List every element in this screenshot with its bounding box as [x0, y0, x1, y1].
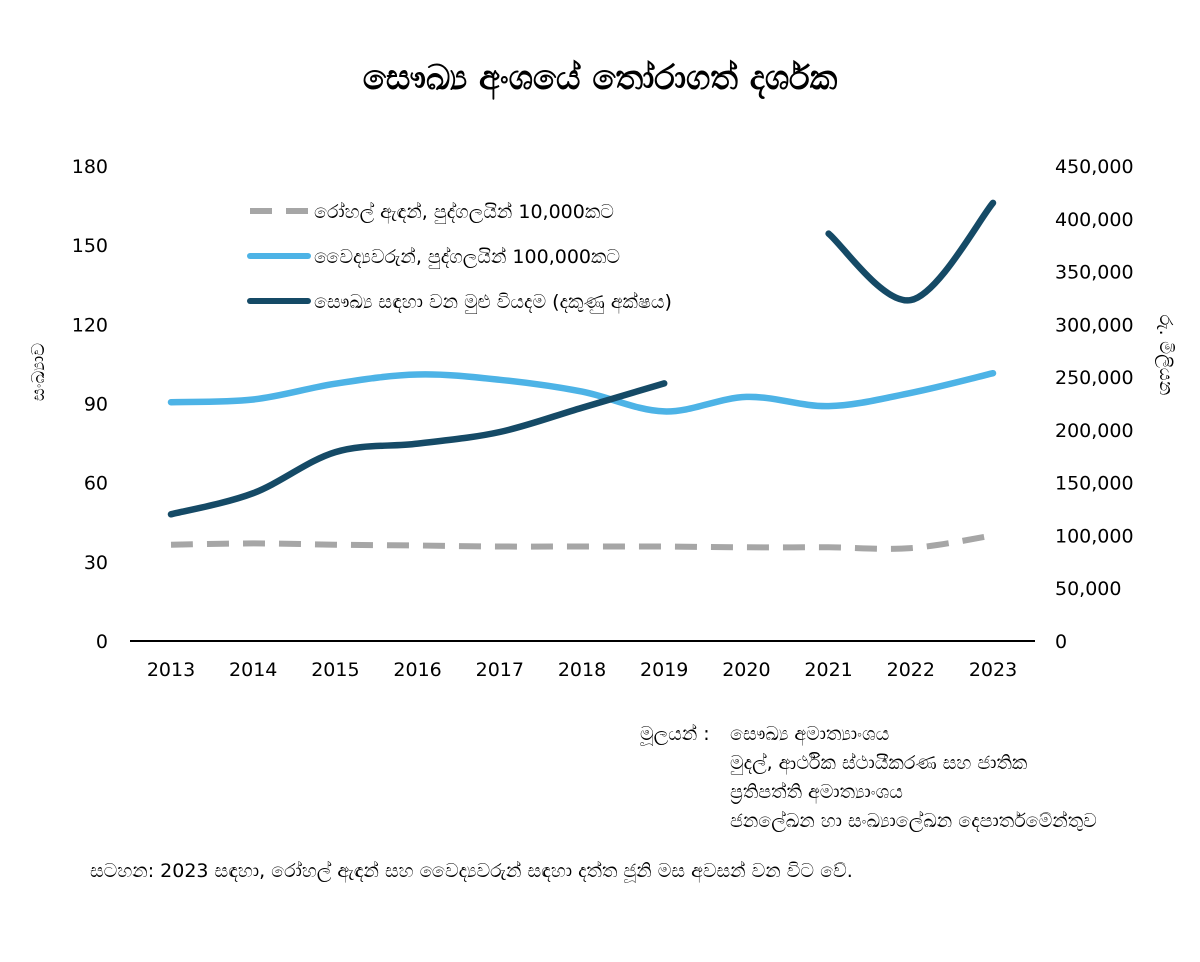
- x-tick-label: 2015: [311, 659, 359, 681]
- doctors-line: [167, 369, 997, 415]
- right-axis-ticks: 0 50,000 100,000 150,000 200,000 250,000 300,0…: [1055, 156, 1134, 653]
- left-tick-label: 120: [72, 314, 108, 336]
- x-tick-label: 2014: [229, 659, 277, 681]
- left-tick-label: 0: [96, 631, 108, 653]
- left-tick-label: 60: [84, 473, 108, 495]
- x-tick-label: 2013: [147, 659, 195, 681]
- left-tick-label: 150: [72, 235, 108, 257]
- left-tick-label: 30: [84, 552, 108, 574]
- x-tick-label: 2021: [804, 659, 852, 681]
- x-tick-label: 2023: [969, 659, 1017, 681]
- x-tick-label: 2019: [640, 659, 688, 681]
- health-expenditure-line: [167, 380, 668, 518]
- legend-item-expenditure: සෞඛ්‍ය සඳහා වන මුළු වියදම (දකුණු අක්ෂය): [247, 291, 672, 315]
- right-tick-label: 50,000: [1055, 578, 1121, 600]
- series-lines: [167, 199, 997, 552]
- footnote: සටහන: 2023 සඳහා, රෝහල් ඇඳන් සහ වෛද්‍යවරු…: [90, 860, 853, 882]
- right-tick-label: 350,000: [1055, 262, 1134, 284]
- source-line: සෞඛ්‍ය අමාත්‍යාංශය: [730, 723, 890, 745]
- legend-label: වෛද්‍යවරුන්, පුද්ගලයින් 100,000කට: [314, 246, 620, 270]
- source-line: ප්‍රතිපත්ති අමාත්‍යාංශය: [730, 781, 903, 803]
- legend-item-hospital-beds: රෝහල් ඇඳන්, පුද්ගලයින් 10,000කට: [250, 201, 614, 225]
- right-tick-label: 450,000: [1055, 156, 1134, 178]
- right-tick-label: 250,000: [1055, 367, 1134, 389]
- x-axis-ticks: 2013 2014 2015 2016 2017 2018 2019 2020 2021 2022…: [147, 659, 1017, 681]
- right-tick-label: 400,000: [1055, 209, 1134, 231]
- source-line: මුදල්, ආර්ථික ස්ථායීකරණ සහ ජාතික: [730, 752, 1028, 774]
- chart-title: සෞඛ්‍ය අංශයේ තෝරාගත් දර්ශක: [362, 58, 838, 98]
- legend-label: රෝහල් ඇඳන්, පුද්ගලයින් 10,000කට: [314, 201, 614, 225]
- legend: රෝහල් ඇඳන්, පුද්ගලයින් 10,000කට වෛද්‍යවරු…: [247, 201, 672, 315]
- health-expenditure-line: [825, 199, 997, 304]
- left-axis-ticks: 0 30 60 90 120 150 180: [72, 156, 108, 653]
- right-tick-label: 150,000: [1055, 473, 1134, 495]
- right-tick-label: 200,000: [1055, 420, 1134, 442]
- sources: මූලයන් : සෞඛ්‍ය අමාත්‍යාංශය මුදල්, ආර්ථික…: [640, 720, 1097, 836]
- right-tick-label: 100,000: [1055, 525, 1134, 547]
- left-tick-label: 180: [72, 156, 108, 178]
- x-tick-label: 2016: [393, 659, 441, 681]
- right-tick-label: 300,000: [1055, 314, 1134, 336]
- right-axis-title: රු. මිලියන: [1155, 315, 1176, 396]
- x-tick-label: 2020: [722, 659, 770, 681]
- source-line: ජනලේඛන හා සංඛ්‍යාලේඛන දෙපාර්තමේන්තුව: [730, 810, 1097, 832]
- legend-item-doctors: වෛද්‍යවරුන්, පුද්ගලයින් 100,000කට: [247, 246, 620, 270]
- legend-label: සෞඛ්‍ය සඳහා වන මුළු වියදම (දකුණු අක්ෂය): [314, 291, 672, 315]
- left-axis-title: සංඛ්‍යාව: [28, 343, 49, 401]
- x-tick-label: 2018: [558, 659, 606, 681]
- sources-label: මූලයන් :: [640, 723, 710, 745]
- hospital-beds-line: [170, 532, 994, 552]
- left-tick-label: 90: [84, 394, 108, 416]
- x-tick-label: 2022: [887, 659, 935, 681]
- x-tick-label: 2017: [476, 659, 524, 681]
- right-tick-label: 0: [1055, 631, 1067, 653]
